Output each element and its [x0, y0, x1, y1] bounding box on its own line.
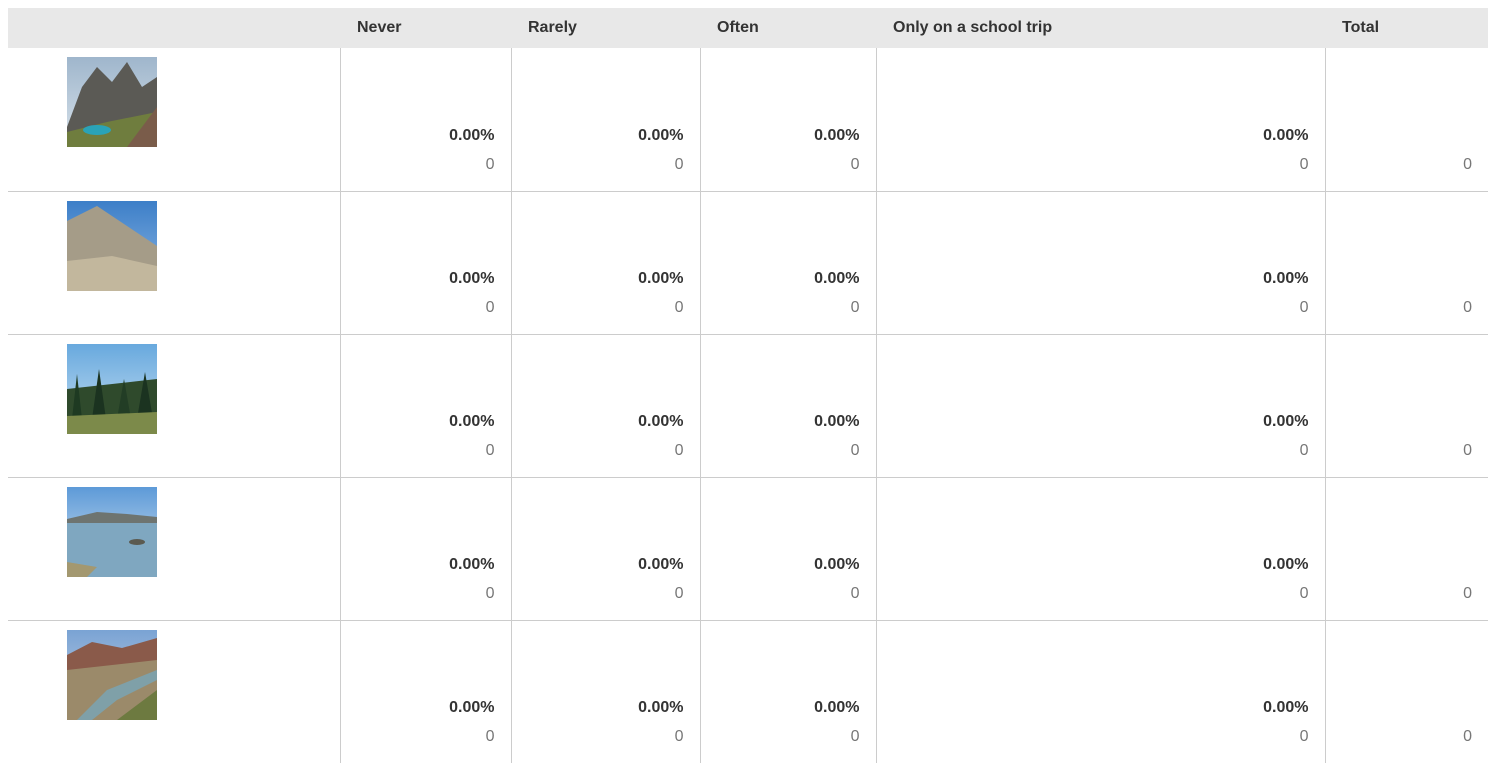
count: 0	[512, 150, 684, 179]
result-cell: 0.00%0	[340, 48, 511, 191]
column-header: Often	[700, 8, 876, 48]
count: 0	[701, 436, 860, 465]
image-cell	[8, 191, 340, 334]
result-cell: 0.00%0	[511, 191, 700, 334]
result-cell: 0.00%0	[340, 477, 511, 620]
result-cell: 0.00%0	[700, 191, 876, 334]
result-cell: 0.00%0	[511, 334, 700, 477]
count: 0	[877, 436, 1309, 465]
result-cell: 0.00%0	[700, 334, 876, 477]
percent: 0.00%	[701, 407, 860, 436]
count: 0	[512, 722, 684, 751]
result-cell: 0.00%0	[700, 477, 876, 620]
count: 0	[512, 579, 684, 608]
count: 0	[701, 293, 860, 322]
percent: 0.00%	[341, 264, 495, 293]
percent: 0.00%	[877, 407, 1309, 436]
result-cell: 0.00%0	[340, 334, 511, 477]
result-cell: 0.00%0	[511, 477, 700, 620]
page: {"table": { "columns": ["Never", "Rarely…	[0, 0, 1496, 764]
row-image	[67, 487, 157, 577]
total: 0	[1326, 579, 1473, 608]
result-cell: 0.00%0	[340, 191, 511, 334]
count: 0	[512, 436, 684, 465]
column-header: Rarely	[511, 8, 700, 48]
total-cell: 0	[1325, 334, 1488, 477]
row-image	[67, 57, 157, 147]
percent: 0.00%	[512, 264, 684, 293]
result-cell: 0.00%0	[876, 191, 1325, 334]
total: 0	[1326, 293, 1473, 322]
total-cell: 0	[1325, 620, 1488, 763]
percent: 0.00%	[512, 550, 684, 579]
total: 0	[1326, 436, 1473, 465]
count: 0	[701, 722, 860, 751]
total-cell: 0	[1325, 48, 1488, 191]
percent: 0.00%	[341, 407, 495, 436]
total: 0	[1326, 722, 1473, 751]
count: 0	[877, 150, 1309, 179]
result-cell: 0.00%0	[700, 48, 876, 191]
header-cell	[8, 8, 340, 48]
percent: 0.00%	[701, 121, 860, 150]
percent: 0.00%	[877, 550, 1309, 579]
column-header: Never	[340, 8, 511, 48]
percent: 0.00%	[512, 407, 684, 436]
percent: 0.00%	[512, 121, 684, 150]
result-cell: 0.00%0	[340, 620, 511, 763]
row-image	[67, 201, 157, 291]
result-cell: 0.00%0	[876, 477, 1325, 620]
count: 0	[512, 293, 684, 322]
count: 0	[341, 436, 495, 465]
percent: 0.00%	[341, 121, 495, 150]
image-cell	[8, 620, 340, 763]
percent: 0.00%	[512, 693, 684, 722]
result-cell: 0.00%0	[511, 48, 700, 191]
count: 0	[877, 579, 1309, 608]
row-image	[67, 344, 157, 434]
total-cell: 0	[1325, 191, 1488, 334]
column-header: Total	[1325, 8, 1488, 48]
percent: 0.00%	[701, 550, 860, 579]
image-cell	[8, 48, 340, 191]
count: 0	[701, 579, 860, 608]
row-image	[67, 630, 157, 720]
percent: 0.00%	[701, 264, 860, 293]
percent: 0.00%	[877, 264, 1309, 293]
result-cell: 0.00%0	[511, 620, 700, 763]
count: 0	[341, 293, 495, 322]
percent: 0.00%	[877, 693, 1309, 722]
count: 0	[701, 150, 860, 179]
total-cell: 0	[1325, 477, 1488, 620]
percent: 0.00%	[877, 121, 1309, 150]
image-cell	[8, 334, 340, 477]
image-cell	[8, 477, 340, 620]
percent: 0.00%	[701, 693, 860, 722]
column-header: Only on a school trip	[876, 8, 1325, 48]
result-cell: 0.00%0	[876, 48, 1325, 191]
count: 0	[341, 150, 495, 179]
count: 0	[877, 722, 1309, 751]
count: 0	[877, 293, 1309, 322]
result-cell: 0.00%0	[700, 620, 876, 763]
result-cell: 0.00%0	[876, 334, 1325, 477]
percent: 0.00%	[341, 693, 495, 722]
result-cell: 0.00%0	[876, 620, 1325, 763]
total: 0	[1326, 150, 1473, 179]
count: 0	[341, 579, 495, 608]
percent: 0.00%	[341, 550, 495, 579]
count: 0	[341, 722, 495, 751]
